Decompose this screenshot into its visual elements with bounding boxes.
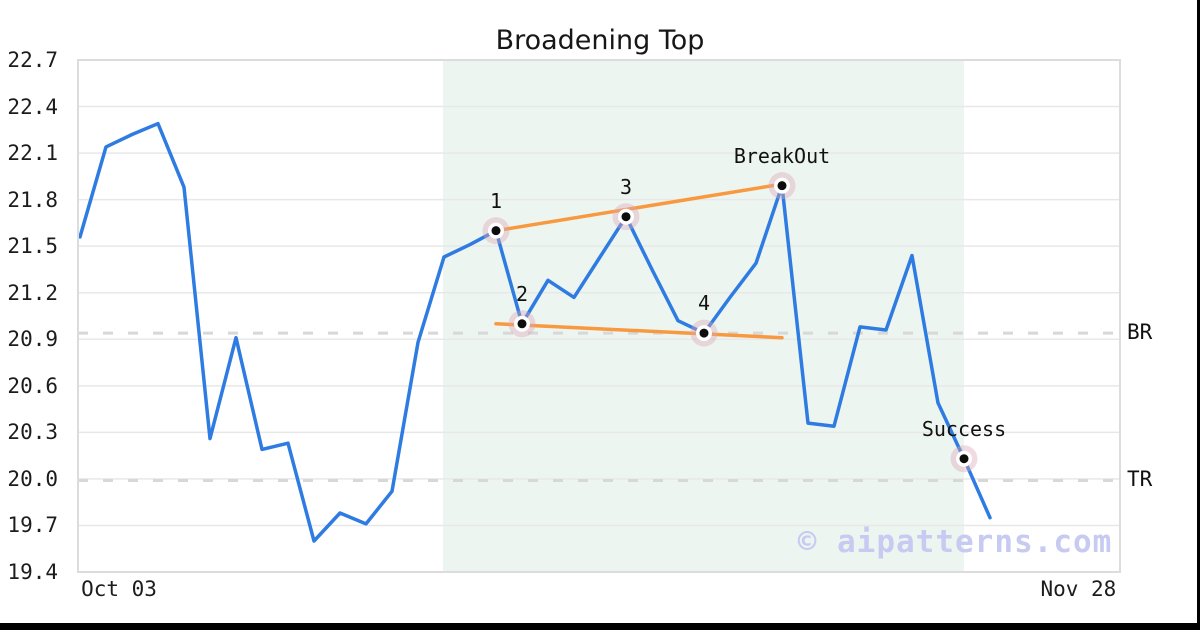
x-axis-tick-label: Nov 28 [1040,577,1117,601]
y-axis-tick-label: 19.4 [7,560,58,584]
marker-dot-2 [517,319,527,329]
y-axis-tick-label: 22.1 [7,141,58,166]
annotation-label-1: 1 [489,188,503,213]
marker-dot-1 [491,226,501,236]
marker-dot-breakout [777,181,787,191]
annotation-label-success: Success [921,416,1007,441]
marker-dot-success [959,454,969,464]
y-axis-tick-label: 20.6 [7,373,58,398]
price-line [78,121,992,543]
level-label-br: BR [1127,320,1153,345]
chart-title: Broadening Top [495,25,705,56]
level-label-tr: TR [1127,467,1153,492]
bottom-black-border [0,623,1200,630]
pattern-region-shade [442,60,965,572]
y-axis-tick-label: 20.9 [7,327,58,352]
trendline-lower [494,322,784,340]
y-axis-tick-label: 20.0 [7,466,58,491]
trendline-upper [494,182,784,233]
annotation-label-4: 4 [697,291,711,316]
y-axis-tick-label: 20.3 [7,420,58,445]
annotation-label-breakout: BreakOut [733,143,831,168]
y-axis-tick-label: 21.5 [7,234,58,259]
x-axis-tick-label: Oct 03 [81,577,157,601]
y-axis-tick-label: 22.4 [7,94,58,119]
y-axis-tick-label: 19.7 [7,513,58,538]
annotation-label-2: 2 [515,281,529,306]
y-axis-tick-label: 21.2 [7,280,58,305]
y-axis-tick-label: 21.8 [7,187,58,212]
marker-dot-4 [699,328,709,338]
marker-dot-3 [621,212,631,222]
plot-border [77,59,1121,573]
right-black-border [1197,0,1200,630]
watermark: © aipatterns.com [797,524,1113,560]
annotation-label-3: 3 [619,174,633,199]
y-axis-tick-label: 22.7 [7,48,58,72]
